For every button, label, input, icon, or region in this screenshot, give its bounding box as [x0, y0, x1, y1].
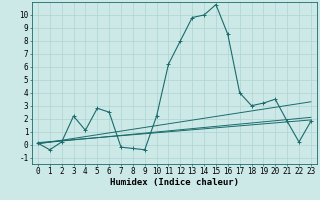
X-axis label: Humidex (Indice chaleur): Humidex (Indice chaleur)	[110, 178, 239, 187]
